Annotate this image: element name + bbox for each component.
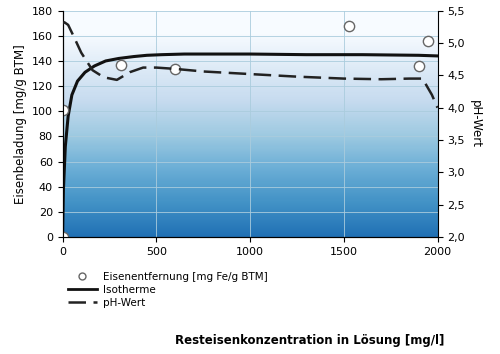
- Y-axis label: Eisenbeladung [mg/g BTM]: Eisenbeladung [mg/g BTM]: [14, 44, 28, 204]
- Point: [424, 38, 432, 44]
- Point: [415, 63, 423, 69]
- Point: [116, 62, 124, 68]
- Point: [346, 23, 354, 29]
- Text: Resteisenkonzentration in Lösung [mg/l]: Resteisenkonzentration in Lösung [mg/l]: [176, 334, 444, 347]
- Y-axis label: pH-Wert: pH-Wert: [469, 100, 482, 148]
- Point: [171, 66, 179, 72]
- Point: [60, 234, 68, 240]
- Legend: Eisenentfernung [mg Fe/g BTM], Isotherme, pH-Wert: Eisenentfernung [mg Fe/g BTM], Isotherme…: [68, 272, 268, 308]
- Point: [60, 107, 68, 113]
